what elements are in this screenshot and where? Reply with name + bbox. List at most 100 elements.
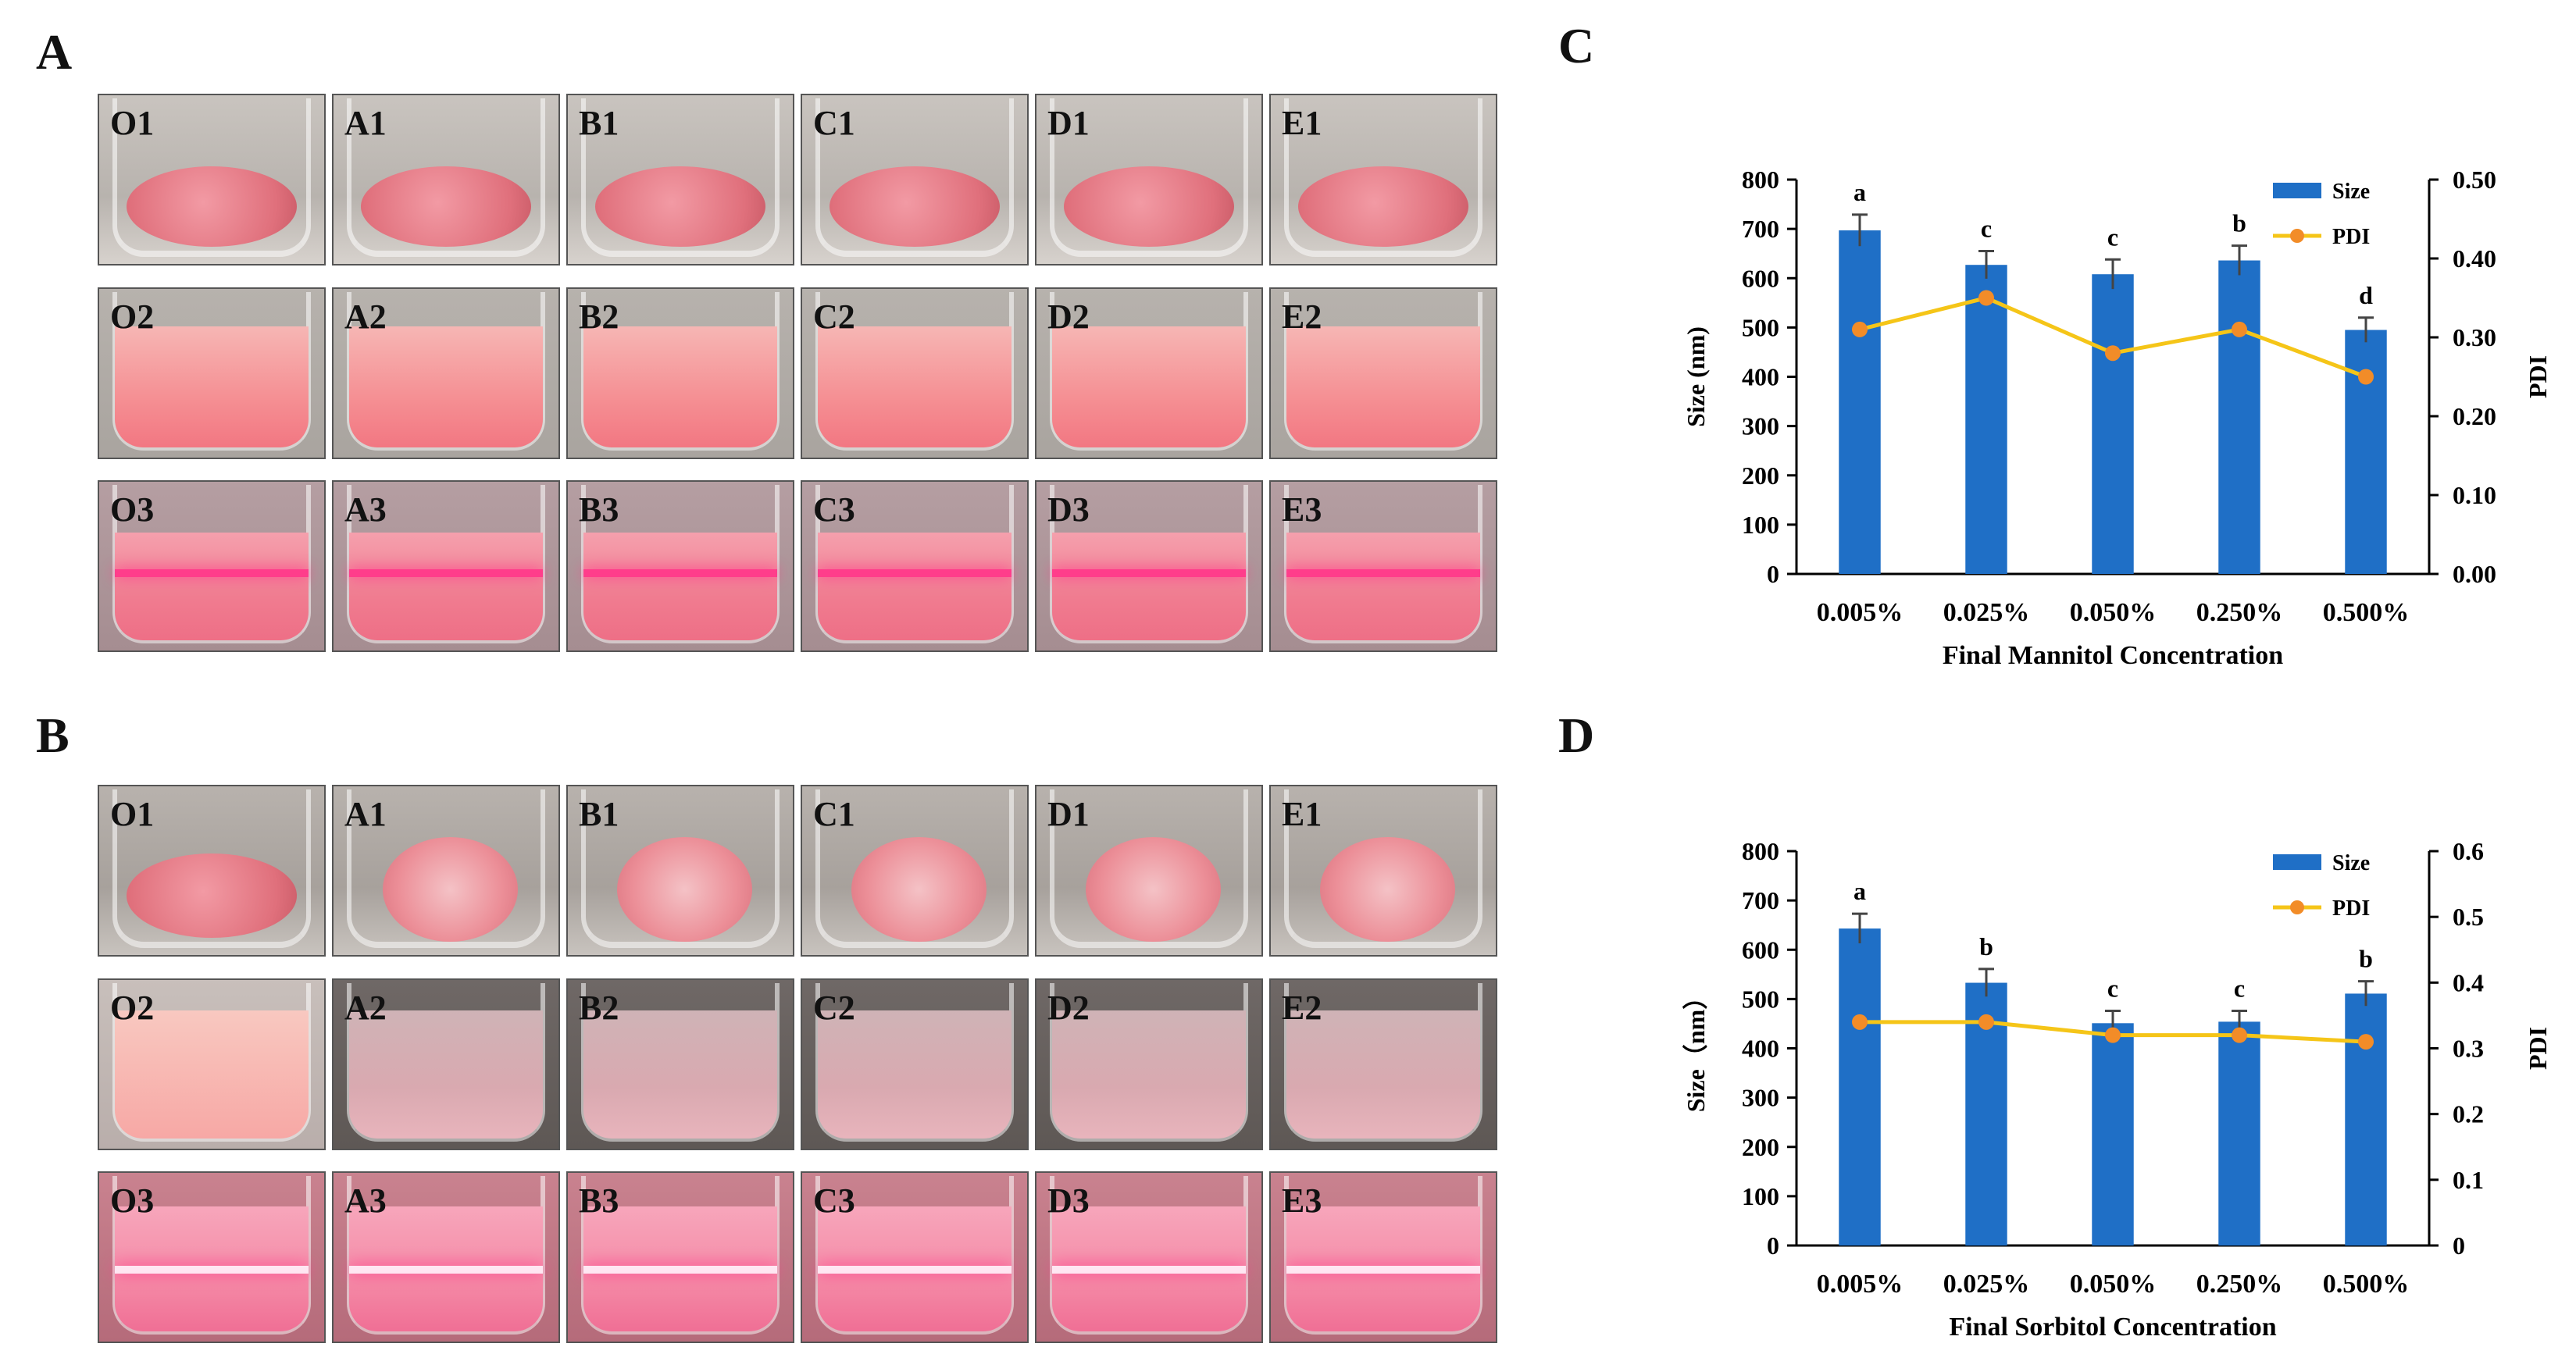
vial-label: B1 xyxy=(579,795,619,833)
y-tick-label-right: 0.50 xyxy=(2453,166,2496,194)
vial-label: E1 xyxy=(1282,104,1322,142)
y-tick-label-left: 200 xyxy=(1742,461,1779,490)
y-tick-label-left: 100 xyxy=(1742,1182,1779,1210)
y-tick-label-left: 200 xyxy=(1742,1133,1779,1161)
x-axis-title: Final Sorbitol Concentration xyxy=(1949,1313,2276,1342)
significance-letter: c xyxy=(2107,975,2118,1003)
y-axis-title-right: PDI xyxy=(2524,1027,2552,1070)
vial-label: O2 xyxy=(110,989,155,1027)
lyophilized-cake xyxy=(1063,166,1235,248)
pdi-point xyxy=(1852,1014,1868,1030)
y-tick-label-left: 700 xyxy=(1742,886,1779,914)
significance-letter: c xyxy=(2107,223,2118,251)
vial-label: O1 xyxy=(110,104,155,142)
liquid xyxy=(583,326,777,448)
vial-label: A2 xyxy=(344,989,387,1027)
liquid xyxy=(115,326,309,448)
significance-letter: b xyxy=(1979,932,1993,960)
chart-d-svg: 0 100 200 300 400 500 600 700 800 0 0.1 0.2 0.3 0.4 0.… xyxy=(1682,837,2552,1342)
vial-label: A3 xyxy=(344,490,387,529)
vial-photo: B3 xyxy=(566,480,794,652)
liquid xyxy=(1052,532,1246,641)
vial-glass xyxy=(1050,98,1248,258)
y-tick-label-left: 600 xyxy=(1742,264,1779,292)
vial-label: B3 xyxy=(579,490,619,529)
x-tick-label: 0.005% xyxy=(1817,1270,1903,1299)
vial-photo: D3 xyxy=(1035,1171,1263,1343)
x-tick-label: 0.500% xyxy=(2323,598,2410,627)
chart-c-svg: 0 100 200 300 400 500 600 700 800 0.00 0.10 0.20 0.3… xyxy=(1682,166,2552,670)
pdi-point xyxy=(2105,345,2121,362)
bar-size xyxy=(1965,265,2007,574)
liquid xyxy=(583,1010,777,1139)
x-tick-label: 0.250% xyxy=(2196,598,2283,627)
pdi-point xyxy=(2105,1027,2121,1043)
x-tick-label: 0.005% xyxy=(1817,598,1903,627)
chart-d: 0 100 200 300 400 500 600 700 800 0 0.1 0.2 0.3 0.4 0.… xyxy=(1648,824,2554,1363)
tyndall-band xyxy=(1052,1265,1246,1274)
tyndall-band xyxy=(349,569,543,578)
x-tick-label: 0.500% xyxy=(2323,1270,2410,1299)
x-axis-title: Final Mannitol Concentration xyxy=(1943,641,2283,670)
vial-label: D2 xyxy=(1047,298,1090,336)
liquid xyxy=(115,532,309,641)
y-tick-label-right: 0.2 xyxy=(2453,1100,2484,1128)
liquid xyxy=(1286,326,1480,448)
bar-size xyxy=(2345,330,2387,574)
panel-label-b: B xyxy=(36,707,70,763)
y-tick-label-right: 0.00 xyxy=(2453,560,2496,588)
pdi-point xyxy=(1978,1014,1994,1030)
pdi-point xyxy=(2232,321,2247,337)
vial-label: E2 xyxy=(1282,989,1322,1027)
significance-letter: d xyxy=(2359,281,2373,309)
bar-size xyxy=(2345,993,2387,1245)
vial-glass xyxy=(815,98,1014,258)
tyndall-band xyxy=(1052,569,1246,578)
panel-label-d: D xyxy=(1558,707,1595,763)
vial-label: C2 xyxy=(813,298,855,336)
vial-photo: D2 xyxy=(1035,287,1263,459)
bar-size xyxy=(1839,928,1881,1245)
liquid xyxy=(1286,532,1480,641)
lyophilized-cake xyxy=(360,166,532,248)
significance-letter: b xyxy=(2232,209,2246,237)
vial-glass xyxy=(815,789,1014,949)
tyndall-band xyxy=(1286,569,1480,578)
y-tick-label-right: 0.20 xyxy=(2453,402,2496,430)
y-tick-label-right: 0 xyxy=(2453,1231,2465,1260)
photo-grid-b: O1 A1 B1 C1 D1 E1 O2 A2 B2 C2 D2 E2 O3 A3 B3 C3 D3 E3 xyxy=(98,785,1500,1347)
vial-label: A1 xyxy=(344,104,387,142)
bar-size xyxy=(2092,274,2134,574)
significance-letter: a xyxy=(1854,178,1866,206)
y-axis-title-left: Size（nm） xyxy=(1682,985,1710,1113)
lyophilized-cake xyxy=(383,836,519,942)
vial-photo: C1 xyxy=(801,94,1029,265)
vial-label: D1 xyxy=(1047,795,1090,833)
y-tick-label-left: 500 xyxy=(1742,313,1779,341)
vial-label: A2 xyxy=(344,298,387,336)
tyndall-band xyxy=(583,569,777,578)
vial-glass xyxy=(581,98,780,258)
liquid xyxy=(115,1010,309,1139)
vial-photo: D2 xyxy=(1035,978,1263,1150)
bar-size xyxy=(2092,1023,2134,1245)
vial-photo: A3 xyxy=(332,480,560,652)
legend-label-size: Size xyxy=(2332,180,2370,204)
vial-label: C1 xyxy=(813,104,855,142)
vial-photo: C2 xyxy=(801,978,1029,1150)
vial-photo: B3 xyxy=(566,1171,794,1343)
vial-glass xyxy=(112,789,311,949)
vial-glass xyxy=(1284,789,1482,949)
vial-photo: B2 xyxy=(566,978,794,1150)
vial-label: E1 xyxy=(1282,795,1322,833)
liquid xyxy=(1052,326,1246,448)
vial-photo: D3 xyxy=(1035,480,1263,652)
significance-letter: a xyxy=(1854,877,1866,905)
vial-photo: O3 xyxy=(98,1171,326,1343)
vial-glass xyxy=(581,789,780,949)
chart-c: 0 100 200 300 400 500 600 700 800 0.00 0.10 0.20 0.3… xyxy=(1648,152,2554,683)
x-tick-label: 0.025% xyxy=(1943,598,2030,627)
pdi-point xyxy=(1852,321,1868,337)
x-tick-label: 0.025% xyxy=(1943,1270,2030,1299)
vial-photo: A1 xyxy=(332,785,560,957)
